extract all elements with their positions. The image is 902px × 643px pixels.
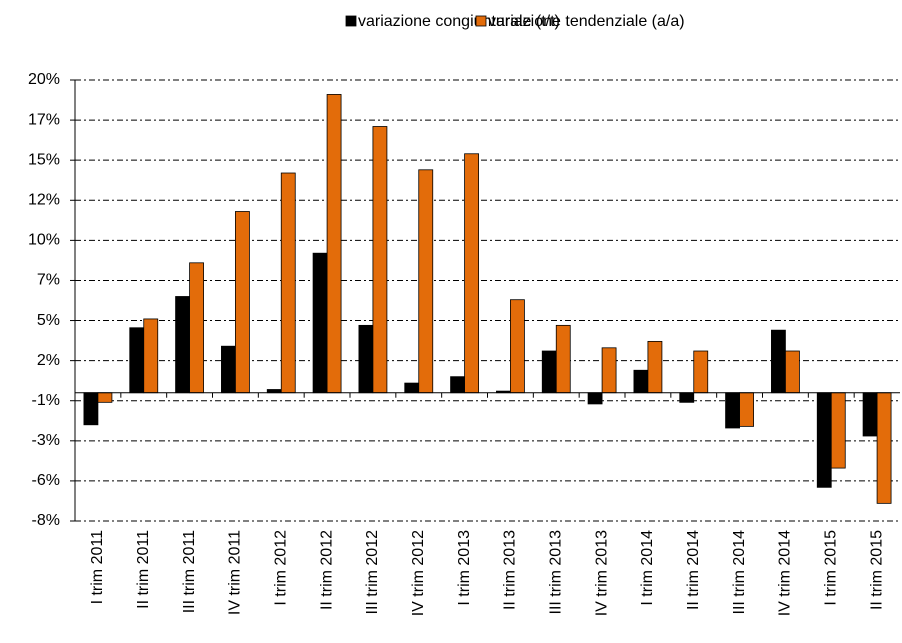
bar: [221, 345, 236, 394]
bar: [725, 392, 740, 429]
y-tick-label: 20%: [28, 71, 60, 88]
y-tick-label: 5%: [37, 312, 60, 329]
y-tick-label: -6%: [32, 472, 60, 489]
bar: [862, 392, 878, 437]
bar: [143, 318, 159, 394]
x-tick-label: II trim 2011: [135, 530, 152, 609]
x-tick-label: IV trim 2011: [227, 530, 244, 615]
bar: [510, 299, 525, 394]
y-tick-label: -3%: [32, 432, 60, 449]
bar: [555, 324, 571, 394]
bar: [418, 169, 434, 394]
bar: [816, 392, 832, 488]
bar: [464, 153, 479, 394]
x-tick-label: I trim 2013: [456, 530, 473, 606]
bar: [189, 262, 204, 394]
bar: [541, 350, 557, 394]
bar: [647, 340, 663, 394]
bar: [312, 252, 328, 394]
bar: [235, 211, 250, 394]
legend-label: variazione tendenziale (a/a): [488, 13, 685, 30]
legend-swatch: [475, 15, 487, 27]
bar: [450, 376, 465, 394]
bar: [785, 350, 800, 394]
bar: [679, 392, 695, 403]
bar: [404, 382, 420, 394]
x-tick-label: I trim 2014: [639, 530, 656, 606]
bar: [633, 369, 649, 394]
x-tick-label: IV trim 2012: [410, 530, 427, 616]
y-tick-label: 7%: [37, 272, 60, 289]
x-tick-label: II trim 2014: [685, 530, 702, 610]
bar: [97, 392, 113, 403]
x-tick-label: II trim 2012: [318, 530, 335, 610]
bar: [693, 350, 709, 394]
bar: [326, 94, 342, 394]
bar: [358, 324, 374, 394]
bar: [876, 392, 892, 504]
bar: [83, 392, 99, 426]
bar: [587, 392, 603, 405]
bar: [129, 327, 145, 394]
x-tick-label: I trim 2015: [822, 530, 839, 606]
x-tick-label: III trim 2012: [364, 530, 381, 615]
legend-label: variazione congiunturale (t/t): [358, 13, 560, 30]
x-tick-label: I trim 2011: [89, 530, 106, 605]
x-tick-label: III trim 2011: [181, 530, 198, 613]
x-tick-label: III trim 2014: [731, 530, 748, 615]
legend-swatch: [345, 15, 357, 27]
y-tick-label: 2%: [37, 352, 60, 369]
bar: [771, 329, 786, 394]
bar: [372, 126, 388, 394]
y-tick-label: 12%: [28, 191, 60, 208]
x-tick-label: IV trim 2013: [593, 530, 610, 616]
x-tick-label: II trim 2013: [502, 530, 519, 610]
bar: [175, 296, 190, 394]
x-tick-label: III trim 2013: [547, 530, 564, 615]
y-tick-label: -1%: [32, 392, 60, 409]
y-tick-label: 15%: [28, 151, 60, 168]
x-tick-label: I trim 2012: [272, 530, 289, 606]
x-tick-label: IV trim 2014: [777, 530, 794, 616]
y-tick-label: 10%: [28, 232, 60, 249]
y-tick-label: -8%: [32, 512, 60, 529]
bar: [280, 172, 296, 394]
x-tick-label: II trim 2015: [868, 530, 885, 610]
bar: [601, 347, 617, 394]
y-tick-label: 17%: [28, 111, 60, 128]
bar: [830, 392, 846, 469]
bar: [739, 392, 754, 427]
